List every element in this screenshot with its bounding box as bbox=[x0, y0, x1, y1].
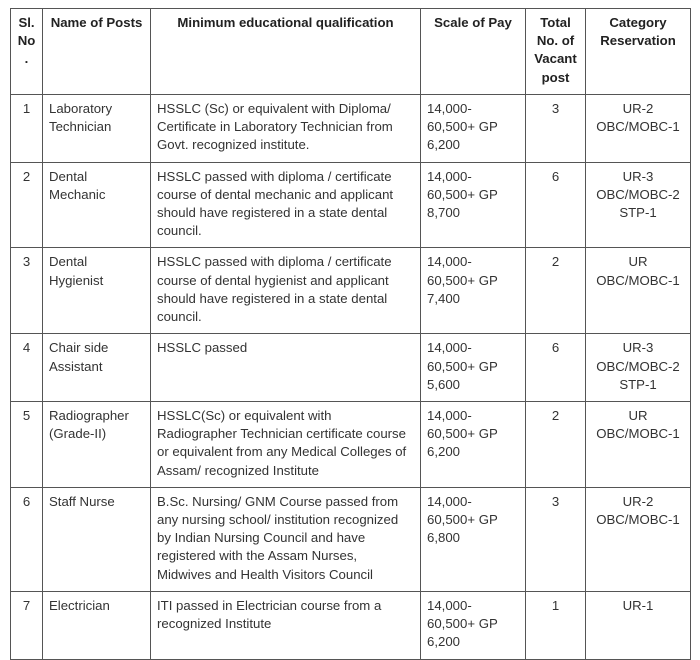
cell-vac: 6 bbox=[526, 334, 586, 402]
cell-pay: 14,000-60,500+ GP 5,600 bbox=[421, 334, 526, 402]
category-line: OBC/MOBC-1 bbox=[592, 118, 684, 136]
cell-vac: 2 bbox=[526, 401, 586, 487]
cell-qual: HSSLC passed with diploma / certificate … bbox=[151, 248, 421, 334]
category-line: UR-3 bbox=[592, 339, 684, 357]
cell-sl: 7 bbox=[11, 591, 43, 659]
category-line: UR-2 bbox=[592, 493, 684, 511]
table-row: 5Radiographer (Grade-II)HSSLC(Sc) or equ… bbox=[11, 401, 691, 487]
cell-cat: UR-2OBC/MOBC-1 bbox=[586, 94, 691, 162]
col-qual: Minimum educational qualification bbox=[151, 9, 421, 95]
cell-qual: HSSLC(Sc) or equivalent with Radiographe… bbox=[151, 401, 421, 487]
cell-name: Dental Mechanic bbox=[43, 162, 151, 248]
category-line: UR-1 bbox=[592, 597, 684, 615]
category-line: OBC/MOBC-1 bbox=[592, 511, 684, 529]
cell-pay: 14,000-60,500+ GP 6,200 bbox=[421, 591, 526, 659]
cell-qual: B.Sc. Nursing/ GNM Course passed from an… bbox=[151, 487, 421, 591]
col-sl: Sl. No. bbox=[11, 9, 43, 95]
cell-qual: HSSLC (Sc) or equivalent with Diploma/ C… bbox=[151, 94, 421, 162]
col-name: Name of Posts bbox=[43, 9, 151, 95]
cell-cat: UROBC/MOBC-1 bbox=[586, 248, 691, 334]
cell-vac: 2 bbox=[526, 248, 586, 334]
cell-cat: UR-3OBC/MOBC-2STP-1 bbox=[586, 162, 691, 248]
category-line: OBC/MOBC-2 bbox=[592, 186, 684, 204]
category-line: OBC/MOBC-1 bbox=[592, 272, 684, 290]
cell-name: Radiographer (Grade-II) bbox=[43, 401, 151, 487]
cell-cat: UR-1 bbox=[586, 591, 691, 659]
cell-sl: 6 bbox=[11, 487, 43, 591]
cell-vac: 6 bbox=[526, 162, 586, 248]
cell-pay: 14,000-60,500+ GP 7,400 bbox=[421, 248, 526, 334]
cell-vac: 3 bbox=[526, 94, 586, 162]
table-row: 4Chair side AssistantHSSLC passed14,000-… bbox=[11, 334, 691, 402]
cell-pay: 14,000-60,500+ GP 6,200 bbox=[421, 401, 526, 487]
col-pay: Scale of Pay bbox=[421, 9, 526, 95]
cell-name: Electrician bbox=[43, 591, 151, 659]
cell-cat: UR-3OBC/MOBC-2STP-1 bbox=[586, 334, 691, 402]
category-line: OBC/MOBC-2 bbox=[592, 358, 684, 376]
cell-pay: 14,000-60,500+ GP 8,700 bbox=[421, 162, 526, 248]
table-row: 2Dental MechanicHSSLC passed with diplom… bbox=[11, 162, 691, 248]
category-line: STP-1 bbox=[592, 376, 684, 394]
cell-sl: 3 bbox=[11, 248, 43, 334]
cell-name: Laboratory Technician bbox=[43, 94, 151, 162]
cell-vac: 1 bbox=[526, 591, 586, 659]
category-line: UR-3 bbox=[592, 168, 684, 186]
cell-qual: HSSLC passed bbox=[151, 334, 421, 402]
cell-cat: UR-2OBC/MOBC-1 bbox=[586, 487, 691, 591]
category-line: UR bbox=[592, 253, 684, 271]
cell-sl: 5 bbox=[11, 401, 43, 487]
cell-pay: 14,000-60,500+ GP 6,800 bbox=[421, 487, 526, 591]
category-line: UR bbox=[592, 407, 684, 425]
table-row: 3Dental HygienistHSSLC passed with diplo… bbox=[11, 248, 691, 334]
table-container: Sl. No. Name of Posts Minimum educationa… bbox=[0, 0, 700, 660]
cell-sl: 2 bbox=[11, 162, 43, 248]
cell-pay: 14,000-60,500+ GP 6,200 bbox=[421, 94, 526, 162]
table-head: Sl. No. Name of Posts Minimum educationa… bbox=[11, 9, 691, 95]
table-row: 7ElectricianITI passed in Electrician co… bbox=[11, 591, 691, 659]
cell-vac: 3 bbox=[526, 487, 586, 591]
cell-qual: HSSLC passed with diploma / certificate … bbox=[151, 162, 421, 248]
cell-name: Dental Hygienist bbox=[43, 248, 151, 334]
table-body: 1Laboratory TechnicianHSSLC (Sc) or equi… bbox=[11, 94, 691, 659]
cell-name: Staff Nurse bbox=[43, 487, 151, 591]
category-line: OBC/MOBC-1 bbox=[592, 425, 684, 443]
cell-sl: 4 bbox=[11, 334, 43, 402]
category-line: STP-1 bbox=[592, 204, 684, 222]
header-row: Sl. No. Name of Posts Minimum educationa… bbox=[11, 9, 691, 95]
table-row: 6Staff NurseB.Sc. Nursing/ GNM Course pa… bbox=[11, 487, 691, 591]
col-vac: Total No. of Vacant post bbox=[526, 9, 586, 95]
cell-name: Chair side Assistant bbox=[43, 334, 151, 402]
table-row: 1Laboratory TechnicianHSSLC (Sc) or equi… bbox=[11, 94, 691, 162]
cell-qual: ITI passed in Electrician course from a … bbox=[151, 591, 421, 659]
category-line: UR-2 bbox=[592, 100, 684, 118]
cell-sl: 1 bbox=[11, 94, 43, 162]
col-cat: Category Reservation bbox=[586, 9, 691, 95]
posts-table: Sl. No. Name of Posts Minimum educationa… bbox=[10, 8, 691, 660]
cell-cat: UROBC/MOBC-1 bbox=[586, 401, 691, 487]
